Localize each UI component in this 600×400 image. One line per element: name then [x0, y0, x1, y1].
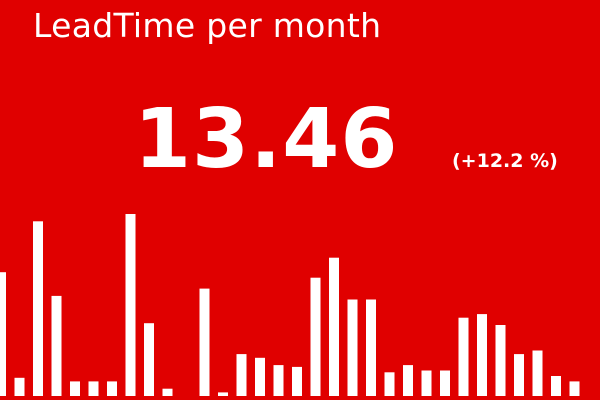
bar-17	[292, 366, 302, 396]
bar-30	[532, 350, 543, 396]
bar-22	[384, 372, 395, 396]
bar-23	[403, 365, 413, 396]
bar-14	[236, 354, 247, 396]
bar-16	[273, 365, 284, 396]
bar-25	[440, 370, 450, 396]
bar-7	[107, 381, 117, 396]
bar-8	[125, 214, 136, 396]
bar-5	[70, 381, 80, 396]
bar-2	[14, 377, 25, 396]
kpi-delta: (+12.2 %)	[452, 150, 558, 172]
bar-20	[347, 299, 358, 396]
bar-13	[218, 392, 228, 396]
bar-9	[144, 323, 154, 396]
bar-3	[33, 221, 43, 396]
bar-chart	[0, 214, 580, 396]
bar-31	[551, 376, 561, 396]
bar-27	[477, 314, 487, 396]
bar-18	[310, 277, 321, 396]
bar-6	[88, 381, 99, 396]
bar-32	[569, 381, 580, 396]
bar-29	[514, 354, 524, 396]
bar-26	[458, 317, 469, 396]
bar-21	[366, 299, 376, 396]
bar-10	[162, 388, 173, 396]
bar-12	[199, 288, 210, 396]
bar-1	[0, 272, 6, 396]
kpi-value: 13.46	[134, 92, 399, 187]
card-title: LeadTime per month	[33, 6, 382, 45]
bar-4	[51, 295, 62, 396]
bar-24	[421, 370, 432, 396]
bar-19	[329, 257, 339, 396]
bar-15	[255, 357, 265, 396]
bar-28	[495, 325, 506, 396]
